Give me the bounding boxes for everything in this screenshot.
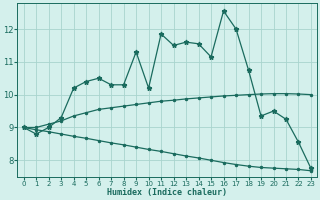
X-axis label: Humidex (Indice chaleur): Humidex (Indice chaleur) [107,188,227,197]
